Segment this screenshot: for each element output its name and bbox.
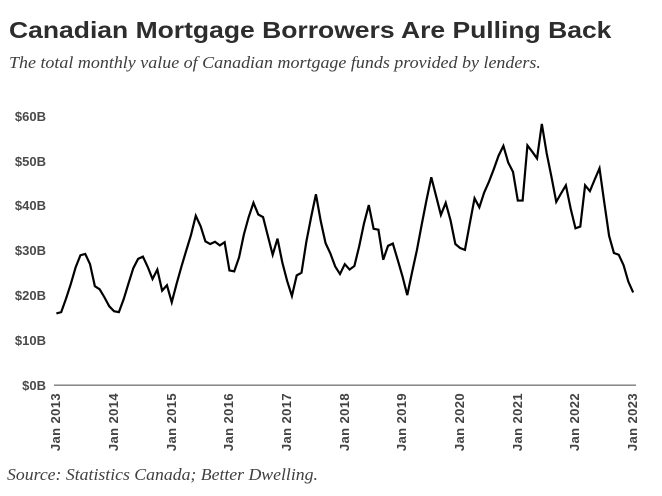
y-tick-label: $10B bbox=[14, 332, 46, 348]
y-tick-label: $40B bbox=[14, 198, 46, 214]
x-tick-label: Jan 2020 bbox=[452, 392, 468, 452]
y-tick-label: $0B bbox=[22, 377, 46, 393]
y-tick-label: $50B bbox=[14, 153, 46, 169]
y-tick-label: $60B bbox=[14, 108, 46, 124]
y-tick-label: $20B bbox=[14, 288, 46, 304]
chart-title: Canadian Mortgage Borrowers Are Pulling … bbox=[9, 17, 612, 43]
x-tick-label: Jan 2013 bbox=[48, 392, 64, 452]
x-tick-label: Jan 2014 bbox=[106, 392, 122, 452]
x-tick-label: Jan 2017 bbox=[279, 392, 295, 452]
x-tick-label: Jan 2015 bbox=[163, 392, 179, 452]
x-tick-label: Jan 2016 bbox=[221, 392, 237, 452]
x-tick-label: Jan 2021 bbox=[509, 392, 525, 452]
mortgage-value-line bbox=[56, 123, 635, 315]
chart-subtitle: The total monthly value of Canadian mort… bbox=[9, 53, 541, 72]
x-tick-label: Jan 2023 bbox=[625, 392, 641, 452]
x-tick-label: Jan 2018 bbox=[336, 392, 352, 452]
y-tick-label: $30B bbox=[14, 243, 46, 259]
x-tick-label: Jan 2019 bbox=[394, 392, 410, 452]
source-note: Source: Statistics Canada; Better Dwelli… bbox=[7, 465, 318, 484]
x-tick-label: Jan 2022 bbox=[567, 392, 583, 452]
